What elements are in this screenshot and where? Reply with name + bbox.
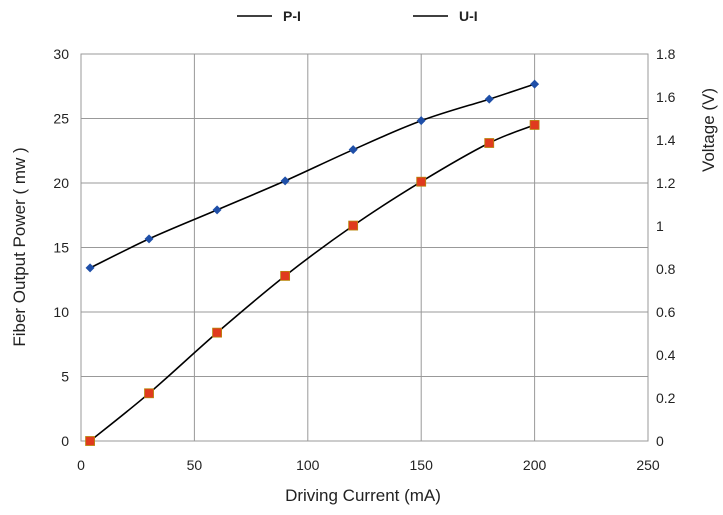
data-point: [348, 220, 359, 231]
y-axis-right-title: Voltage (V): [699, 88, 718, 172]
data-point: [144, 234, 154, 244]
y-left-tick-label: 25: [53, 111, 69, 127]
y-right-tick-label: 0.2: [656, 390, 676, 406]
y-right-tick-label: 0.6: [656, 304, 676, 320]
series-p-i: [85, 120, 540, 446]
y-left-tick-label: 10: [53, 304, 69, 320]
y-left-tick-label: 0: [61, 433, 69, 449]
data-point: [280, 270, 291, 281]
series-line-u-i: [89, 83, 535, 269]
y-right-tick-label: 1: [656, 218, 664, 234]
data-point: [484, 94, 494, 104]
x-tick-label: 50: [187, 457, 203, 473]
y-left-tick-label: 20: [53, 175, 69, 191]
y-left-tick-label: 5: [61, 369, 69, 385]
y-right-tick-label: 1.8: [656, 46, 676, 62]
data-point: [85, 436, 95, 446]
x-tick-label: 0: [77, 457, 85, 473]
tick-labels: 0 50 100 150 200 250 0 5 10 15 20 25 30 0 0.2 0.4 0.6 0.8…: [53, 46, 675, 473]
y-right-tick-label: 0: [656, 433, 664, 449]
y-left-tick-label: 15: [53, 240, 69, 256]
x-tick-label: 100: [296, 457, 320, 473]
series-u-i: [85, 79, 540, 273]
legend-label-u-i: U-I: [459, 8, 478, 24]
y-right-tick-label: 1.6: [656, 89, 676, 105]
data-point: [144, 388, 154, 399]
x-tick-label: 150: [410, 457, 434, 473]
x-axis-title: Driving Current (mA): [285, 486, 441, 505]
y-right-tick-label: 1.4: [656, 132, 676, 148]
y-left-tick-label: 30: [53, 46, 69, 62]
data-point: [348, 145, 358, 155]
data-point: [212, 327, 222, 338]
legend-label-p-i: P-I: [283, 8, 301, 24]
y-axis-left-title: Fiber Output Power ( mw ): [10, 147, 29, 346]
grid: [80, 53, 649, 442]
x-tick-label: 250: [636, 457, 660, 473]
legend: P-I U-I: [237, 8, 478, 24]
x-tick-label: 200: [523, 457, 547, 473]
data-point: [212, 205, 222, 215]
data-point: [530, 79, 540, 89]
data-point: [85, 263, 95, 273]
y-right-tick-label: 0.4: [656, 347, 676, 363]
y-right-tick-label: 0.8: [656, 261, 676, 277]
data-point: [280, 176, 290, 186]
series-line-p-i: [89, 124, 535, 442]
data-point: [416, 176, 427, 187]
data-point: [484, 138, 495, 148]
y-right-tick-label: 1.2: [656, 175, 676, 191]
data-point: [416, 116, 426, 126]
data-point: [529, 120, 540, 130]
series: [85, 79, 540, 446]
